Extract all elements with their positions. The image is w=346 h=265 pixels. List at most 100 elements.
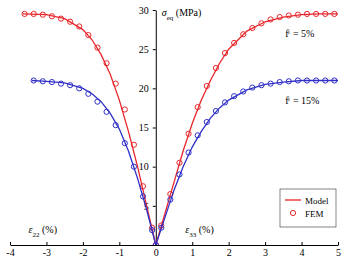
y-tick: 20	[139, 83, 156, 94]
fem-point	[153, 242, 158, 245]
legend-box	[280, 189, 336, 227]
fem-point	[131, 142, 136, 147]
fem-point	[250, 85, 255, 90]
x-axis: -4-3-2-1012345	[6, 242, 341, 258]
fem-point	[31, 78, 36, 83]
fem-point	[68, 19, 73, 24]
fem-point	[277, 14, 282, 19]
fem-point	[314, 78, 319, 83]
fem-point	[195, 105, 200, 110]
x-tick-label: 5	[336, 247, 341, 258]
y-tick-mark	[153, 128, 156, 129]
fem-point	[268, 81, 273, 86]
fem-point	[159, 225, 164, 230]
model-line	[23, 14, 338, 245]
fem-point	[40, 12, 45, 17]
fem-point	[122, 141, 127, 146]
x-tick: 4	[300, 242, 305, 258]
x-tick-mark	[10, 242, 11, 245]
x-tick: -1	[116, 242, 124, 258]
fem-point	[232, 94, 237, 99]
fem-point	[113, 81, 118, 86]
fem-point	[86, 91, 91, 96]
y-tick-mark	[153, 49, 156, 50]
fem-point	[177, 160, 182, 165]
legend-swatch	[290, 210, 295, 215]
x-tick-mark	[119, 242, 120, 245]
fem-point	[323, 11, 328, 16]
x-tick: 2	[227, 242, 232, 258]
model-line	[32, 81, 338, 246]
plot-area	[22, 11, 338, 245]
x-tick-mark	[229, 242, 230, 245]
y-tick: 30	[139, 5, 156, 16]
fem-point	[286, 13, 291, 18]
x-tick-label: 4	[300, 247, 305, 258]
fem-point	[49, 79, 54, 84]
annotation: fⁱ = 15%	[285, 95, 319, 106]
fem-point	[304, 11, 309, 16]
fem-point	[222, 100, 227, 105]
fem-point	[95, 45, 100, 50]
fem-point	[31, 11, 36, 16]
fem-point	[186, 131, 191, 136]
y-tick-mark	[153, 167, 156, 168]
legend-label: FEM	[305, 209, 324, 219]
y-tick: 10	[139, 161, 156, 172]
fem-point	[195, 133, 200, 138]
fem-point	[68, 83, 73, 88]
x-tick: 5	[336, 242, 341, 258]
x-tick-mark	[192, 242, 193, 245]
fem-point	[77, 24, 82, 29]
x-label-left: ε22 (%)	[29, 224, 57, 239]
fem-point	[222, 50, 227, 55]
fem-point	[213, 108, 218, 113]
fem-point	[323, 78, 328, 83]
annotation: fⁱ = 5%	[285, 28, 314, 39]
fem-point	[104, 61, 109, 66]
fem-point	[295, 78, 300, 83]
fem-point	[204, 119, 209, 124]
fem-point	[177, 172, 182, 177]
fem-point	[58, 16, 63, 21]
y-tick-mark	[153, 10, 156, 11]
legend-label: Model	[305, 196, 329, 206]
legend-swatch	[285, 199, 301, 200]
x-tick-label: -4	[6, 247, 14, 258]
y-tick-label: 25	[139, 44, 149, 55]
x-tick-mark	[83, 242, 84, 245]
fem-point	[204, 83, 209, 88]
x-tick-mark	[265, 242, 266, 245]
x-tick-label: 2	[227, 247, 232, 258]
fem-point	[77, 86, 82, 91]
chart: -4-3-2-101234551015202530ε22 (%)ε33 (%)σ…	[0, 0, 346, 265]
x-tick: -2	[79, 242, 87, 258]
x-tick: -3	[43, 242, 51, 258]
fem-point	[104, 109, 109, 114]
x-tick-mark	[302, 242, 303, 245]
fem-point	[268, 17, 273, 22]
y-tick-mark	[153, 88, 156, 89]
fem-point	[259, 21, 264, 26]
fem-point	[140, 184, 145, 189]
y-tick-label: 20	[139, 83, 149, 94]
x-label-right: ε33 (%)	[185, 224, 213, 239]
fem-point	[168, 197, 173, 202]
x-tick-mark	[46, 242, 47, 245]
fem-point	[122, 107, 127, 112]
y-axis-line	[156, 11, 157, 246]
fem-point	[22, 11, 27, 16]
fem-point	[40, 79, 45, 84]
fem-point	[113, 123, 118, 128]
fem-point	[140, 194, 145, 199]
fem-point	[332, 11, 337, 16]
x-tick-label: 1	[190, 247, 195, 258]
x-tick-mark	[338, 242, 339, 245]
x-tick-label: -3	[43, 247, 51, 258]
y-label: σeq (MPa)	[162, 7, 202, 22]
fem-point	[95, 99, 100, 104]
fem-point	[241, 89, 246, 94]
y-tick-label: 30	[139, 5, 149, 16]
fem-point	[58, 81, 63, 86]
x-tick: -4	[6, 242, 14, 258]
